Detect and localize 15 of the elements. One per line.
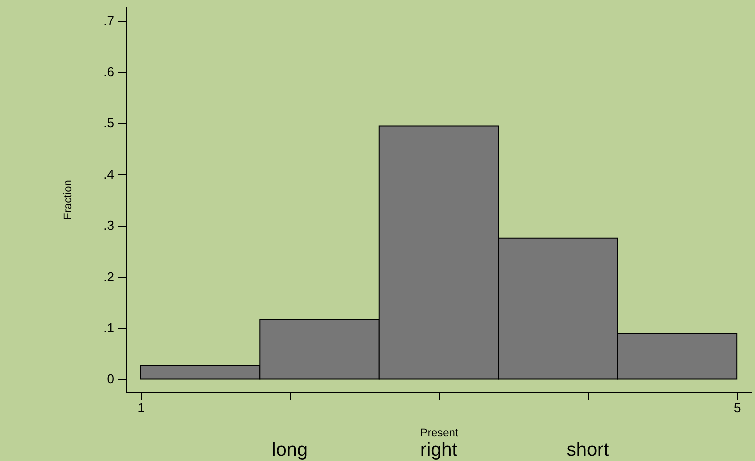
y-axis-title: Fraction	[62, 180, 75, 220]
x-tick-label: 5	[734, 400, 742, 416]
y-tick-label: .5	[104, 116, 114, 131]
x-axis-title: Present	[420, 428, 458, 440]
x-tick-label: 1	[138, 400, 146, 416]
y-tick-label: .4	[104, 166, 114, 182]
text: long	[272, 440, 308, 461]
y-tick-label: 0	[107, 372, 114, 387]
text: right	[420, 440, 458, 461]
text: short	[566, 440, 610, 461]
y-tick-label: .3	[104, 218, 114, 234]
y-tick-label: .7	[104, 13, 114, 28]
y-tick-label: .1	[104, 320, 114, 336]
y-tick-label: .2	[104, 269, 114, 284]
y-tick-label: .6	[104, 64, 114, 80]
